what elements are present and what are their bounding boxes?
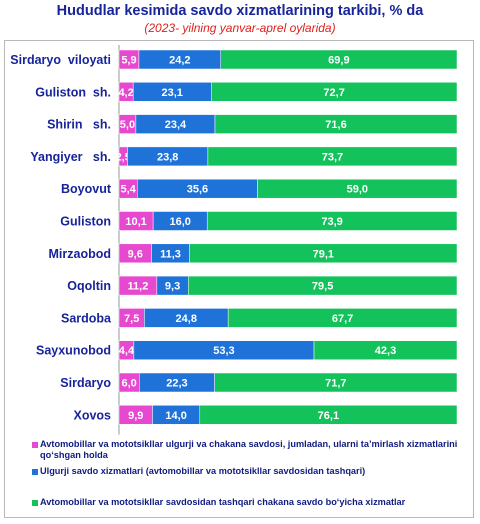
data-label: 72,7	[323, 87, 344, 99]
data-label: 23,4	[165, 119, 187, 131]
data-label: 9,6	[128, 248, 143, 260]
data-label: 67,7	[332, 313, 353, 325]
data-label: 11,3	[160, 248, 181, 260]
category-label: Sardoba	[61, 311, 112, 325]
data-label: 71,7	[325, 378, 346, 390]
bar-segment	[188, 275, 458, 296]
legend-item-2: Ulgurji savdo xizmatlari (avtomobillar v…	[32, 466, 466, 477]
legend-swatch-1	[32, 442, 38, 448]
data-label: 53,3	[213, 345, 234, 357]
category-label: Mirzaobod	[49, 247, 112, 261]
category-label: Guliston	[60, 215, 111, 229]
data-label: 5,4	[120, 184, 136, 196]
data-label: 7,5	[124, 313, 139, 325]
legend-swatch-3	[32, 500, 38, 506]
data-label: 23,8	[157, 151, 178, 163]
chart-subtitle: (2023- yilning yanvar-aprel oylarida)	[144, 21, 336, 35]
category-label: Yangiyer sh.	[30, 150, 111, 164]
data-label: 59,0	[347, 184, 368, 196]
chart-frame	[4, 40, 474, 518]
data-label: 24,8	[176, 313, 197, 325]
bar-segment	[207, 146, 458, 167]
category-label: Shirin sh.	[47, 118, 111, 132]
data-label: 69,9	[328, 55, 349, 67]
category-label: Sayxunobod	[36, 344, 111, 358]
data-label: 42,3	[375, 345, 396, 357]
data-label: 35,6	[187, 184, 208, 196]
data-label: 79,1	[313, 248, 334, 260]
data-label: 73,7	[322, 151, 343, 163]
data-label: 71,6	[325, 119, 346, 131]
bar-segment	[206, 211, 458, 231]
bar-segment	[199, 405, 458, 425]
bar-segment	[214, 372, 458, 393]
data-label: 9,9	[128, 410, 143, 422]
data-label: 10,1	[125, 216, 146, 228]
category-label: Oqoltin	[67, 279, 111, 293]
bar-segment	[313, 340, 458, 360]
chart-title: Hududlar kesimida savdo xizmatlarining t…	[56, 3, 424, 19]
legend-item-3: Avtomobillar va mototsikllar savdosidan …	[32, 497, 466, 508]
category-label: Guliston sh.	[35, 85, 111, 99]
legend-label-1: Avtomobillar va mototsikllar ulgurji va …	[40, 439, 458, 460]
legend-item-1: Avtomobillar va mototsikllar ulgurji va …	[32, 439, 466, 461]
bar-segment	[257, 178, 458, 199]
legend-label-2: Ulgurji savdo xizmatlari (avtomobillar v…	[40, 466, 366, 476]
data-label: 23,1	[162, 87, 183, 99]
bar-segment	[189, 243, 458, 264]
category-label: Sirdaryo	[60, 376, 111, 390]
data-label: 9,3	[165, 281, 180, 293]
category-label: Sirdaryo viloyati	[10, 53, 111, 67]
bar-segment	[220, 49, 458, 70]
category-label: Xovos	[73, 408, 111, 422]
data-label: 73,9	[321, 216, 342, 228]
legend-swatch-2	[32, 469, 38, 475]
data-label: 22,3	[166, 378, 187, 390]
data-label: 16,0	[169, 216, 190, 228]
data-label: 4,4	[119, 345, 135, 357]
legend-label-3: Avtomobillar va mototsikllar savdosidan …	[40, 497, 406, 507]
data-label: 24,2	[169, 55, 190, 67]
data-label: 5,0	[120, 119, 135, 131]
bar-segment	[227, 308, 458, 328]
bar-segment	[211, 82, 458, 102]
data-label: 6,0	[121, 378, 136, 390]
data-label: 79,5	[312, 281, 333, 293]
data-label: 76,1	[318, 410, 339, 422]
category-label: Boyovut	[61, 182, 112, 196]
stacked-bar-chart: Sirdaryo viloyati 5,9 24,2 69,9 Guliston sh.…	[10, 45, 458, 435]
data-label: 4,2	[118, 87, 133, 99]
data-label: 11,2	[128, 281, 149, 293]
data-label: 14,0	[165, 410, 186, 422]
bar-segment	[214, 114, 458, 134]
data-label: 5,9	[121, 55, 136, 67]
data-label: 2,5	[116, 151, 131, 163]
